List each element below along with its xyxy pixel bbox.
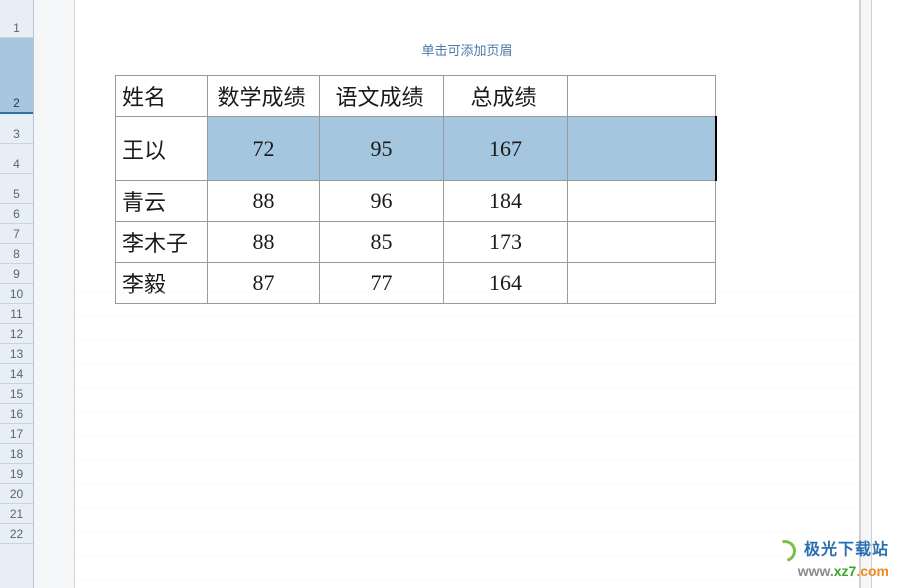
row-number-cell[interactable]: 2: [0, 38, 33, 114]
row-number-cell[interactable]: 18: [0, 444, 33, 464]
wm-url-prefix: www.: [798, 563, 834, 579]
cell-total[interactable]: 167: [444, 117, 568, 181]
cell-math[interactable]: 88: [208, 181, 320, 222]
row-number-cell[interactable]: 4: [0, 144, 33, 174]
wm-url-suffix: .com: [856, 563, 889, 579]
row-number-gutter[interactable]: 12345678910111213141516171819202122: [0, 0, 34, 588]
table-row[interactable]: 李木子 88 85 173: [116, 222, 716, 263]
cell-name[interactable]: 李木子: [116, 222, 208, 263]
row-number-cell[interactable]: 10: [0, 284, 33, 304]
row-number-cell[interactable]: 20: [0, 484, 33, 504]
cell-name[interactable]: 王以: [116, 117, 208, 181]
row-number-cell[interactable]: 17: [0, 424, 33, 444]
table-header-row: 姓名 数学成绩 语文成绩 总成绩: [116, 76, 716, 117]
row-number-cell[interactable]: 1: [0, 0, 33, 38]
cell-math[interactable]: 88: [208, 222, 320, 263]
table-row[interactable]: 青云 88 96 184: [116, 181, 716, 222]
cell-name[interactable]: 青云: [116, 181, 208, 222]
row-number-cell[interactable]: 7: [0, 224, 33, 244]
watermark-arc-icon: [770, 536, 800, 566]
cell-extra[interactable]: [568, 181, 716, 222]
row-number-cell[interactable]: 22: [0, 524, 33, 544]
next-page-edge: [871, 0, 899, 588]
table-row[interactable]: 王以 72 95 167: [116, 117, 716, 181]
row-number-cell[interactable]: 9: [0, 264, 33, 284]
cell-extra[interactable]: [568, 117, 716, 181]
cell-total[interactable]: 184: [444, 181, 568, 222]
row-number-cell[interactable]: 13: [0, 344, 33, 364]
col-header-name[interactable]: 姓名: [116, 76, 208, 117]
row-number-cell[interactable]: 3: [0, 114, 33, 144]
wm-url-mid: xz7: [834, 563, 857, 579]
row-number-cell[interactable]: 8: [0, 244, 33, 264]
cell-extra[interactable]: [568, 222, 716, 263]
cell-chinese[interactable]: 95: [320, 117, 444, 181]
watermark: 极光下载站 www.xz7.com: [774, 540, 889, 580]
header-placeholder[interactable]: 单击可添加页眉: [75, 40, 859, 59]
col-header-extra[interactable]: [568, 76, 716, 117]
row-number-cell[interactable]: 16: [0, 404, 33, 424]
row-number-cell[interactable]: 21: [0, 504, 33, 524]
row-number-cell[interactable]: 5: [0, 174, 33, 204]
score-table[interactable]: 姓名 数学成绩 语文成绩 总成绩 王以 72 95 167 青云 88 96 1…: [115, 75, 717, 304]
watermark-url: www.xz7.com: [774, 562, 889, 580]
col-header-math[interactable]: 数学成绩: [208, 76, 320, 117]
page-gap-left: [34, 0, 75, 588]
col-header-chinese[interactable]: 语文成绩: [320, 76, 444, 117]
row-number-cell[interactable]: 19: [0, 464, 33, 484]
watermark-title: 极光下载站: [804, 542, 889, 559]
cell-total[interactable]: 173: [444, 222, 568, 263]
row-number-cell[interactable]: 11: [0, 304, 33, 324]
row-number-cell[interactable]: 14: [0, 364, 33, 384]
cell-chinese[interactable]: 96: [320, 181, 444, 222]
row-number-cell[interactable]: 12: [0, 324, 33, 344]
row-number-cell[interactable]: 15: [0, 384, 33, 404]
cell-math[interactable]: 72: [208, 117, 320, 181]
empty-gridlines: [75, 292, 859, 588]
row-number-cell[interactable]: 6: [0, 204, 33, 224]
page-paper[interactable]: 单击可添加页眉 姓名 数学成绩 语文成绩 总成绩 王以 72 95 167 青云…: [75, 0, 860, 588]
cell-chinese[interactable]: 85: [320, 222, 444, 263]
col-header-total[interactable]: 总成绩: [444, 76, 568, 117]
